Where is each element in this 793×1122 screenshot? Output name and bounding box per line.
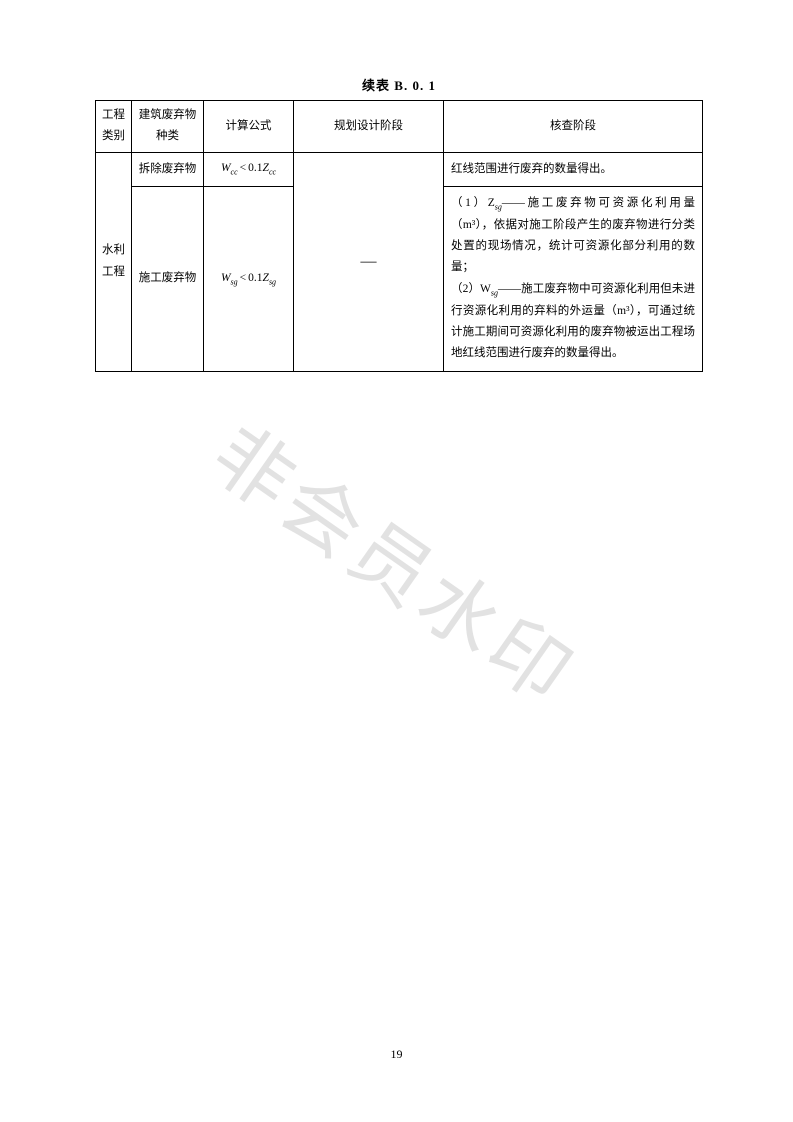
- cell-check-2: （1）Zsg——施工废弃物可资源化利用量（m³），依据对施工阶段产生的废弃物进行…: [444, 186, 703, 371]
- header-col3: 计算公式: [204, 101, 294, 153]
- table-header-row: 工程类别 建筑废弃物种类 计算公式 规划设计阶段 核查阶段: [96, 101, 703, 153]
- header-col1: 工程类别: [96, 101, 132, 153]
- cell-design-stage: —: [294, 152, 444, 371]
- cell-check-1: 红线范围进行废弃的数量得出。: [444, 152, 703, 186]
- header-col2: 建筑废弃物种类: [132, 101, 204, 153]
- table-caption: 续表 B. 0. 1: [95, 75, 703, 94]
- table-row: 水利工程 拆除废弃物 Wcc<0.1Zcc — 红线范围进行废弃的数量得出。: [96, 152, 703, 186]
- cell-formula-1: Wcc<0.1Zcc: [204, 152, 294, 186]
- cell-type-1: 拆除废弃物: [132, 152, 204, 186]
- header-col5: 核查阶段: [444, 101, 703, 153]
- cell-formula-2: Wsg<0.1Zsg: [204, 186, 294, 371]
- header-col4: 规划设计阶段: [294, 101, 444, 153]
- cell-category: 水利工程: [96, 152, 132, 371]
- page-number: 19: [0, 1047, 793, 1062]
- cell-type-2: 施工废弃物: [132, 186, 204, 371]
- watermark-text: 非会员水印: [192, 395, 600, 728]
- data-table: 工程类别 建筑废弃物种类 计算公式 规划设计阶段 核查阶段 水利工程 拆除废弃物…: [95, 100, 703, 372]
